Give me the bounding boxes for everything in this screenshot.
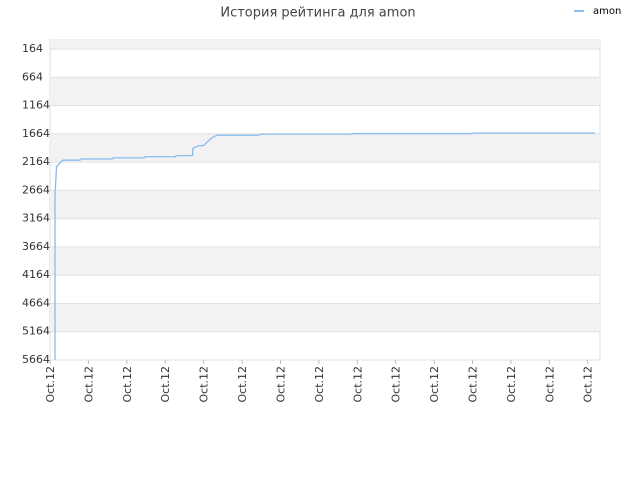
- y-tick-label: 4164: [22, 268, 50, 281]
- x-tick-label: Oct.12: [198, 366, 211, 403]
- y-tick-label: 2164: [22, 155, 50, 168]
- y-tick-label: 164: [22, 42, 43, 55]
- x-tick-label: Oct.12: [121, 366, 134, 403]
- x-tick-label: Oct.12: [505, 366, 518, 403]
- y-tick-label: 664: [22, 70, 43, 83]
- y-tick-label: 3164: [22, 212, 50, 225]
- y-tick-label: 3664: [22, 240, 50, 253]
- x-tick-label: Oct.12: [159, 366, 172, 403]
- y-tick-label: 1664: [22, 127, 50, 140]
- x-tick-label: Oct.12: [428, 366, 441, 403]
- x-tick-label: Oct.12: [466, 366, 479, 403]
- y-tick-label: 5164: [22, 325, 50, 338]
- legend-label: amon: [593, 6, 621, 17]
- chart-title: История рейтинга для amon: [220, 6, 415, 21]
- y-tick-label: 5664: [22, 353, 50, 366]
- y-tick-label: 4664: [22, 296, 50, 309]
- x-tick-label: Oct.12: [582, 366, 595, 403]
- band: [50, 190, 600, 219]
- x-tick-label: Oct.12: [543, 366, 556, 403]
- x-tick-label: Oct.12: [236, 366, 249, 403]
- x-tick-label: Oct.12: [44, 366, 57, 403]
- x-tick-label: Oct.12: [390, 366, 403, 403]
- y-tick-label: 1164: [22, 99, 50, 112]
- x-tick-label: Oct.12: [82, 366, 95, 403]
- band: [50, 246, 600, 276]
- band: [50, 40, 600, 49]
- x-tick-label: Oct.12: [313, 366, 326, 403]
- band: [50, 303, 600, 332]
- series-line: [54, 132, 596, 360]
- y-tick-label: 2664: [22, 183, 50, 196]
- x-tick-label: Oct.12: [351, 366, 364, 403]
- x-tick-label: Oct.12: [274, 366, 287, 403]
- band: [50, 77, 600, 106]
